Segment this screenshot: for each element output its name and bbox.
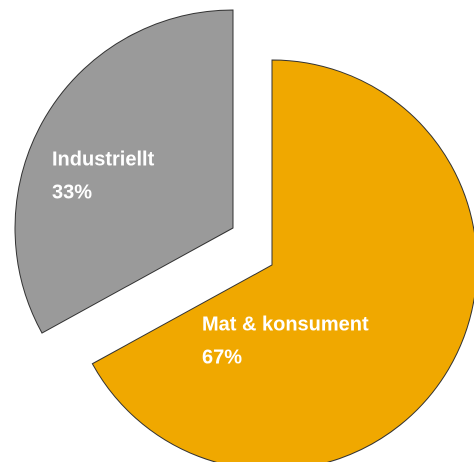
pie-slice xyxy=(91,59,474,462)
slice-label: Mat & konsument xyxy=(202,313,369,335)
slice-value-label: 33% xyxy=(52,181,92,203)
slice-value-label: 67% xyxy=(202,346,242,368)
slice-label: Industriellt xyxy=(52,148,155,170)
pie-slice xyxy=(14,9,234,334)
